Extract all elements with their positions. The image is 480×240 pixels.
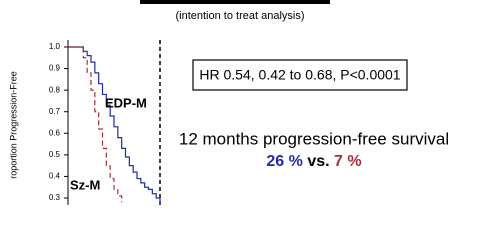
result-second: 7 % [334,153,362,170]
series-label: EDP-M [105,95,147,110]
title-underline [140,0,330,4]
y-tick-label: 0.6 [49,128,61,137]
y-tick-label: 0.7 [49,107,61,116]
annotation-box-text: HR 0.54, 0.42 to 0.68, P<0.0001 [199,67,400,83]
y-axis-label: roportion Progression-Free [8,71,18,179]
y-tick-label: 0.5 [49,150,61,159]
survival-curve [68,46,123,203]
y-tick-label: 0.8 [49,85,61,94]
annotation-box [192,59,408,91]
survival-curve [68,46,161,205]
plot-area [68,46,161,205]
y-tick-label: 0.3 [49,193,61,202]
annotation-text: 12 months progression-free survival [179,129,449,148]
result-middle: vs. [307,153,329,170]
y-tick-label: 0.9 [49,64,61,73]
y-tick-label: 0.4 [49,172,61,181]
result-first: 26 % [266,153,302,170]
series-label: Sz-M [70,177,100,192]
y-tick-label: 1.0 [49,42,61,51]
chart: (intention to treat analysis) roportion … [8,0,449,205]
chart-subtitle: (intention to treat analysis) [175,10,304,22]
annotation-result: 26 % vs. 7 % [266,153,361,170]
